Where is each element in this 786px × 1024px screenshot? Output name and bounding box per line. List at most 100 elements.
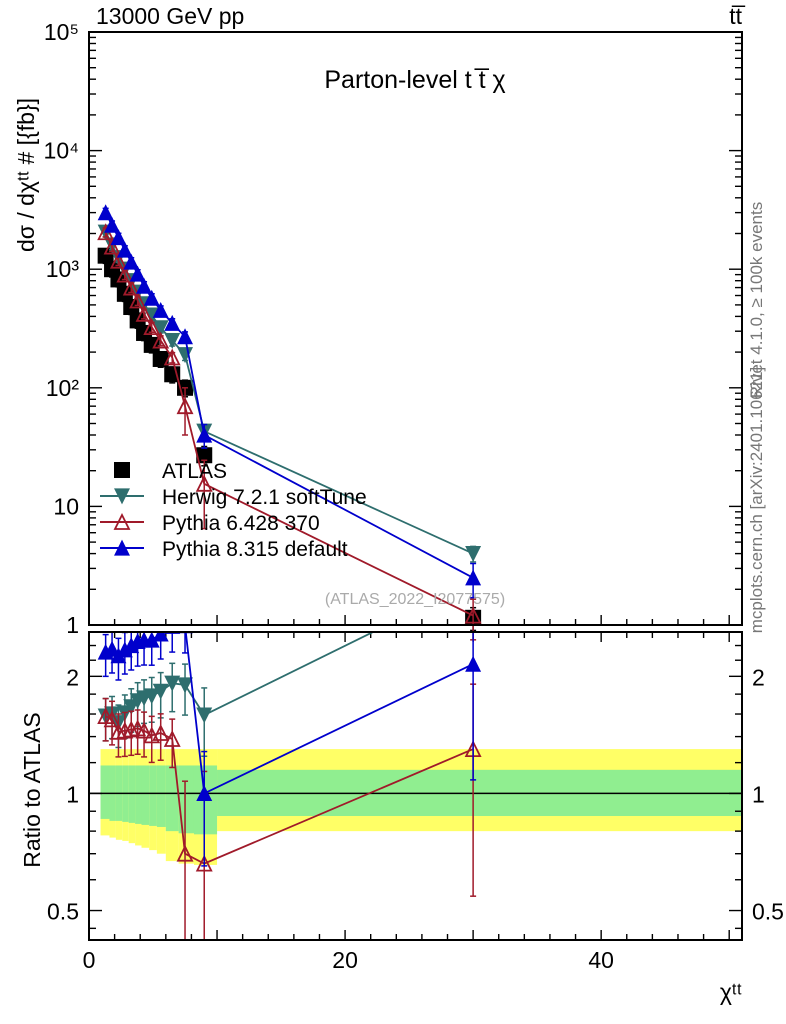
data-marker-triangle-open [176, 397, 194, 415]
data-marker-triangle-up [465, 569, 482, 586]
data-marker-triangle-open [116, 265, 134, 283]
data-marker-triangle-open [176, 844, 194, 862]
main-panel-frame [88, 31, 743, 626]
ratio-band-inner [100, 765, 110, 819]
data-marker-triangle-down [196, 707, 213, 724]
data-marker-triangle-up [114, 539, 130, 556]
data-marker-triangle-down [164, 675, 181, 692]
ratio-y-tick-label: 2 [66, 664, 79, 690]
data-marker-triangle-open [129, 291, 147, 309]
axis-ticks [88, 31, 742, 940]
data-marker-square [114, 462, 130, 478]
header-right-label: tt̅ [729, 3, 745, 29]
data-marker-triangle-open [163, 730, 181, 747]
data-marker-triangle-open [109, 251, 127, 269]
data-marker-triangle-down [177, 677, 194, 694]
ratio-panel-series [97, 632, 482, 940]
main-y-tick-label: 10⁴ [44, 138, 79, 164]
data-marker-triangle-open [135, 721, 153, 739]
ratio-clipped [97, 632, 482, 940]
legend-label: Pythia 8.315 default [162, 538, 348, 561]
main-y-tick-label: 10² [46, 375, 80, 401]
data-marker-triangle-open [113, 512, 131, 530]
ratio-band-inner [135, 765, 142, 824]
data-marker-triangle-open [97, 707, 115, 725]
ratio-y-tick-label: 0.5 [47, 899, 79, 925]
x-tick-label: 0 [83, 947, 96, 973]
data-marker-triangle-open [103, 710, 121, 728]
main-y-tick-label: 10⁵ [44, 19, 79, 45]
data-marker-square [196, 447, 213, 464]
data-marker-triangle-up [136, 277, 153, 294]
data-marker-triangle-down [164, 333, 181, 349]
dataset-watermark: (ATLAS_2022_I2077575) [325, 591, 505, 608]
data-marker-triangle-down [143, 688, 160, 705]
legend-label: Herwig 7.2.1 softTune [162, 486, 367, 509]
data-marker-triangle-up [104, 640, 121, 657]
data-marker-triangle-down [114, 488, 130, 505]
ratio-band-inner [141, 765, 150, 825]
data-marker-triangle-open [195, 474, 213, 492]
ratio-band-inner [165, 765, 179, 832]
data-marker-square [152, 350, 169, 367]
plot-label: Parton-level t t̅ χ [324, 66, 505, 94]
ratio-y-tick-label: 1 [66, 781, 79, 807]
data-marker-triangle-open [109, 722, 127, 740]
data-marker-triangle-open [103, 237, 121, 255]
legend-item-herwig-7-2-1-softtune[interactable]: Herwig 7.2.1 softTune [100, 486, 367, 509]
main-y-tick-label: 10 [53, 493, 79, 519]
data-marker-triangle-up [97, 204, 114, 221]
legend-label: Pythia 6.428 370 [162, 512, 320, 535]
ratio-band-inner [178, 765, 194, 834]
x-axis-title: χᵗᵗ [720, 979, 742, 1005]
data-marker-triangle-up [143, 289, 160, 306]
data-marker-triangle-up [110, 229, 127, 246]
series-pythia-6-428-370 [97, 223, 482, 641]
data-marker-triangle-open [143, 318, 161, 335]
data-marker-triangle-open [152, 723, 170, 741]
main-y-tick-label: 10³ [46, 256, 80, 282]
data-marker-triangle-up [129, 265, 146, 282]
legend-item-pythia-8-315-default[interactable]: Pythia 8.315 default [100, 538, 348, 561]
data-marker-triangle-open [152, 331, 170, 349]
data-marker-triangle-open [135, 304, 153, 322]
ratio-y-tick-label-right: 1 [752, 781, 765, 807]
series-pythia-8-315-default [97, 204, 482, 599]
side-label-rivet: Rivet 4.1.0, ≥ 100k events [747, 202, 766, 398]
data-marker-triangle-up [196, 426, 213, 443]
data-marker-triangle-up [164, 314, 181, 331]
data-marker-triangle-open [122, 720, 140, 738]
x-tick-label: 40 [588, 947, 614, 973]
ratio-series-herwig-7-2-1-softtune [97, 632, 376, 758]
x-tick-label: 20 [332, 947, 358, 973]
ratio-series-pythia-8-315-default [97, 632, 482, 867]
ratio-panel-frame [88, 631, 743, 941]
data-marker-triangle-up [177, 328, 194, 345]
data-marker-triangle-up [116, 241, 133, 258]
header-left-label: 13000 GeV pp [96, 3, 244, 29]
data-marker-triangle-down [152, 683, 169, 700]
data-marker-triangle-open [163, 348, 181, 366]
main-panel-series [97, 204, 482, 641]
main-y-tick-label: 1 [66, 612, 79, 638]
data-marker-triangle-up [104, 216, 121, 233]
ratio-series-pythia-6-428-370 [97, 683, 482, 940]
ratio-y-axis-title: Ratio to ATLAS [19, 712, 45, 868]
data-marker-triangle-up [152, 632, 169, 642]
legend: ATLAS Herwig 7.2.1 softTune Pythia 6.428 3… [100, 460, 367, 561]
data-marker-triangle-down [152, 320, 169, 337]
data-marker-square [143, 336, 160, 353]
side-label-mcplots: mcplots.cern.ch [arXiv:2401.10621] [747, 367, 766, 633]
panel-frames [88, 31, 743, 941]
legend-item-atlas[interactable]: ATLAS [114, 460, 227, 483]
legend-item-pythia-6-428-370[interactable]: Pythia 6.428 370 [100, 512, 320, 535]
legend-label: ATLAS [162, 460, 227, 483]
data-marker-triangle-up [465, 655, 482, 672]
ratio-y-tick-label-right: 0.5 [752, 899, 784, 925]
ratio-band-inner [156, 765, 166, 827]
data-marker-triangle-open [195, 854, 213, 872]
ratio-y-tick-label-right: 2 [752, 664, 765, 690]
